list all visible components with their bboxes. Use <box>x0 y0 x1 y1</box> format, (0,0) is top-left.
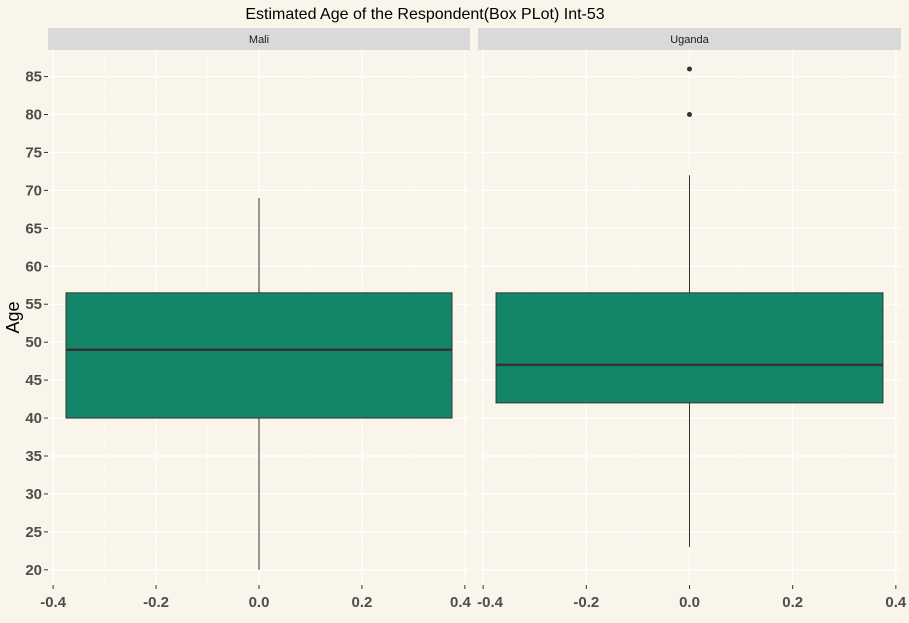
facet-strip <box>478 28 901 50</box>
facet-panel-uganda: Uganda -0.4 -0.2 0.0 0.2 0.4 <box>477 28 907 611</box>
x-tick-label: 0.2 <box>782 594 803 611</box>
x-tick-label: 0.4 <box>450 594 472 611</box>
facet-strip <box>48 28 470 50</box>
box <box>495 292 884 404</box>
y-tick-label: 45 <box>25 372 42 389</box>
chart-title: Estimated Age of the Respondent(Box PLot… <box>245 6 604 23</box>
y-tick-label: 80 <box>25 107 42 124</box>
box <box>65 292 453 419</box>
x-tick-label: -0.4 <box>40 594 67 611</box>
x-tick-label: 0.0 <box>679 594 700 611</box>
facet-panel-mali: Mali -0.4 -0.2 0.0 0.2 0.4 <box>40 28 472 611</box>
x-tick-label: -0.4 <box>477 594 504 611</box>
x-tick-label: -0.2 <box>573 594 599 611</box>
y-tick-label: 75 <box>25 144 42 161</box>
y-tick-label: 20 <box>25 562 42 579</box>
facet-strip-label: Mali <box>249 34 269 46</box>
x-tick-label: 0.2 <box>351 594 372 611</box>
y-tick-label: 40 <box>25 410 42 427</box>
y-tick-label: 50 <box>25 334 42 351</box>
facet-strip-label: Uganda <box>670 34 709 46</box>
y-axis-label: Age <box>3 301 23 333</box>
y-tick-label: 60 <box>25 258 42 275</box>
y-tick-label: 70 <box>25 182 42 199</box>
y-tick-label: 65 <box>25 220 42 237</box>
x-tick-label: 0.0 <box>249 594 270 611</box>
x-tick-label: -0.2 <box>143 594 169 611</box>
y-tick-label: 55 <box>25 296 42 313</box>
y-tick-label: 25 <box>25 524 42 541</box>
y-tick-label: 30 <box>25 486 42 503</box>
plot-layer: Mali -0.4 -0.2 0.0 0.2 0.4 Uganda -0.4 -0.2 0.0 0.… <box>25 28 907 611</box>
outlier-point <box>687 66 692 72</box>
outlier-point <box>687 112 692 118</box>
x-tick-label: 0.4 <box>885 594 907 611</box>
y-tick-label: 35 <box>25 448 42 465</box>
y-tick-label: 85 <box>25 69 42 86</box>
